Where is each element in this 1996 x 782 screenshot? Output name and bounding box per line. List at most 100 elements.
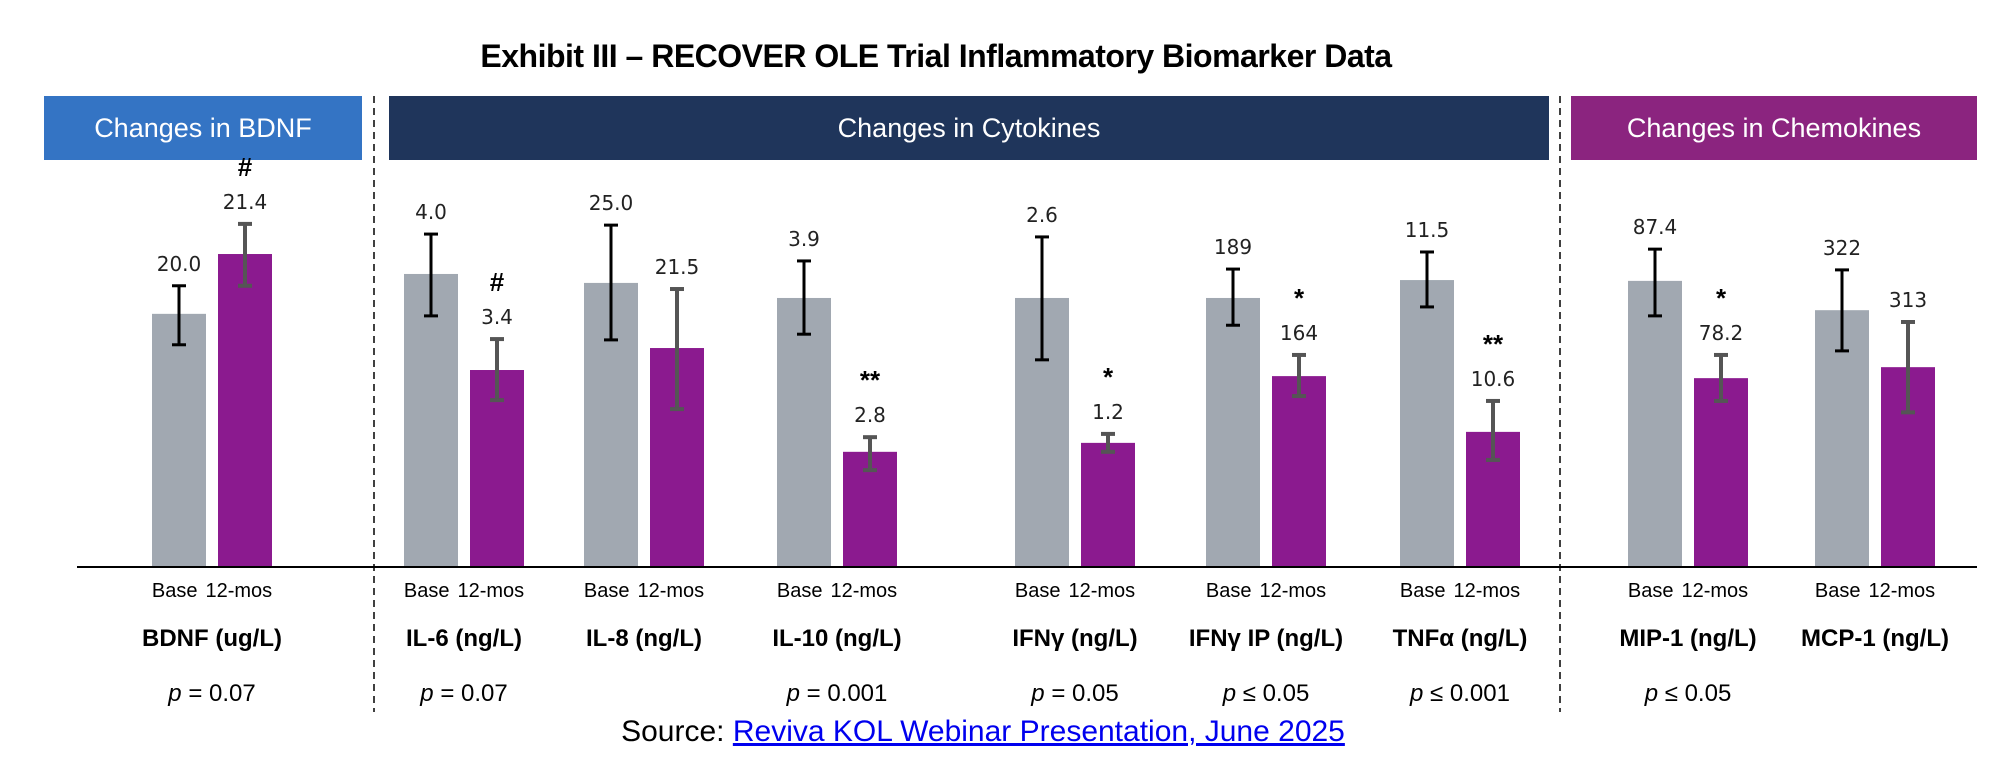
error-bar-base bbox=[424, 232, 438, 318]
p-value: p = 0.05 bbox=[1031, 680, 1119, 707]
period-labels: Base 12-mos bbox=[1015, 580, 1135, 603]
bar-base bbox=[1206, 297, 1260, 567]
p-value: p = 0.07 bbox=[168, 680, 256, 707]
period-labels: Base 12-mos bbox=[1628, 580, 1748, 603]
value-label-12mos: 3.4 bbox=[481, 305, 513, 330]
period-label-12mos: 12-mos bbox=[1681, 580, 1749, 602]
period-label-base: Base bbox=[151, 580, 198, 602]
category-label: IL-6 (ng/L) bbox=[406, 625, 522, 652]
error-bar-12mos bbox=[238, 221, 252, 288]
bar-12mos bbox=[1272, 376, 1326, 567]
chart-title: Exhibit III – RECOVER OLE Trial Inflamma… bbox=[480, 38, 1392, 74]
bar-12mos bbox=[470, 370, 524, 567]
significance-marker: * bbox=[1102, 361, 1114, 392]
p-value: p ≤ 0.05 bbox=[1222, 680, 1310, 707]
period-label-12mos: 12-mos bbox=[205, 580, 273, 602]
period-labels: Base 12-mos bbox=[404, 580, 524, 603]
period-label-base: Base bbox=[1399, 580, 1446, 602]
value-label-12mos: 10.6 bbox=[1470, 366, 1516, 391]
error-bar-12mos bbox=[490, 337, 504, 403]
header-chemokines: Changes in Chemokines bbox=[1571, 96, 1977, 160]
period-labels: Base 12-mos bbox=[1206, 580, 1326, 603]
error-bar-base bbox=[1035, 235, 1049, 362]
header-cytokines: Changes in Cytokines bbox=[389, 96, 1549, 160]
period-label-12mos: 12-mos bbox=[830, 580, 898, 602]
value-label-base: 2.6 bbox=[1026, 202, 1058, 227]
value-label-base: 3.9 bbox=[788, 226, 820, 251]
category-label: MCP-1 (ng/L) bbox=[1801, 625, 1949, 652]
source-link[interactable]: Reviva KOL Webinar Presentation, June 20… bbox=[732, 715, 1345, 748]
error-bar-base bbox=[1835, 268, 1849, 353]
p-value: p ≤ 0.001 bbox=[1410, 680, 1510, 707]
error-bar-12mos bbox=[1292, 352, 1306, 399]
bar-base bbox=[1628, 280, 1682, 567]
value-label-12mos: 164 bbox=[1279, 320, 1319, 345]
category-label: BDNF (ug/L) bbox=[142, 625, 282, 652]
bar-12mos bbox=[1081, 442, 1135, 567]
error-bar-12mos bbox=[1901, 319, 1915, 415]
error-bar-12mos bbox=[863, 435, 877, 473]
value-label-base: 4.0 bbox=[415, 200, 447, 225]
error-bar-base bbox=[172, 284, 186, 347]
period-labels: Base 12-mos bbox=[1400, 580, 1520, 603]
header-bdnf: Changes in BDNF bbox=[44, 96, 362, 160]
bar-base bbox=[777, 297, 831, 567]
error-bar-12mos bbox=[1714, 352, 1728, 403]
period-label-12mos: 12-mos bbox=[1453, 580, 1521, 602]
value-label-12mos: 1.2 bbox=[1092, 399, 1124, 424]
category-label: IL-8 (ng/L) bbox=[586, 625, 702, 652]
period-label-base: Base bbox=[776, 580, 823, 602]
bar-base bbox=[1400, 280, 1454, 567]
error-bar-base bbox=[604, 223, 618, 342]
value-label-base: 25.0 bbox=[588, 191, 634, 216]
category-label: IL-10 (ng/L) bbox=[772, 625, 902, 652]
period-label-12mos: 12-mos bbox=[1868, 580, 1936, 602]
p-value: p ≤ 0.05 bbox=[1644, 680, 1732, 707]
period-labels: Base 12-mos bbox=[584, 580, 704, 603]
value-label-base: 87.4 bbox=[1632, 215, 1678, 240]
period-labels: Base 12-mos bbox=[777, 580, 897, 603]
period-labels: Base 12-mos bbox=[152, 580, 272, 603]
category-label: MIP-1 (ng/L) bbox=[1619, 625, 1757, 652]
value-label-12mos: 21.4 bbox=[222, 189, 268, 214]
period-label-12mos: 12-mos bbox=[457, 580, 525, 602]
period-label-12mos: 12-mos bbox=[1259, 580, 1327, 602]
bar-base bbox=[404, 273, 458, 567]
category-label: IFNγ IP (ng/L) bbox=[1188, 625, 1344, 652]
significance-marker: ** bbox=[1482, 328, 1504, 359]
value-label-base: 189 bbox=[1213, 235, 1253, 260]
significance-marker: * bbox=[1293, 282, 1305, 313]
source-prefix: Source: bbox=[621, 715, 733, 748]
period-label-base: Base bbox=[1014, 580, 1061, 602]
error-bar-12mos bbox=[670, 287, 684, 412]
error-bar-base bbox=[797, 259, 811, 336]
error-bar-base bbox=[1648, 247, 1662, 318]
bar-base bbox=[1815, 310, 1869, 567]
error-bar-12mos bbox=[1486, 398, 1500, 462]
value-label-12mos: 2.8 bbox=[854, 403, 886, 428]
error-bar-base bbox=[1420, 250, 1434, 309]
value-label-12mos: 21.5 bbox=[654, 255, 700, 280]
value-label-12mos: 313 bbox=[1888, 287, 1928, 312]
significance-marker: # bbox=[489, 267, 505, 298]
significance-marker: * bbox=[1715, 282, 1727, 313]
p-value: p = 0.001 bbox=[786, 680, 888, 707]
period-labels: Base 12-mos bbox=[1815, 580, 1935, 603]
error-bar-12mos bbox=[1101, 431, 1115, 454]
period-label-base: Base bbox=[1627, 580, 1674, 602]
significance-marker: ** bbox=[859, 365, 881, 396]
p-value: p = 0.07 bbox=[420, 680, 508, 707]
category-label: TNFα (ng/L) bbox=[1392, 625, 1528, 652]
period-label-12mos: 12-mos bbox=[637, 580, 705, 602]
period-label-12mos: 12-mos bbox=[1068, 580, 1136, 602]
bar-12mos bbox=[1694, 378, 1748, 567]
error-bar-base bbox=[1226, 267, 1240, 327]
category-label: IFNγ (ng/L) bbox=[1012, 625, 1138, 652]
period-label-base: Base bbox=[403, 580, 450, 602]
value-label-base: 322 bbox=[1822, 235, 1862, 260]
value-label-base: 20.0 bbox=[156, 251, 202, 276]
bar-base bbox=[152, 313, 206, 567]
value-label-12mos: 78.2 bbox=[1698, 320, 1744, 345]
significance-marker: # bbox=[237, 151, 253, 182]
